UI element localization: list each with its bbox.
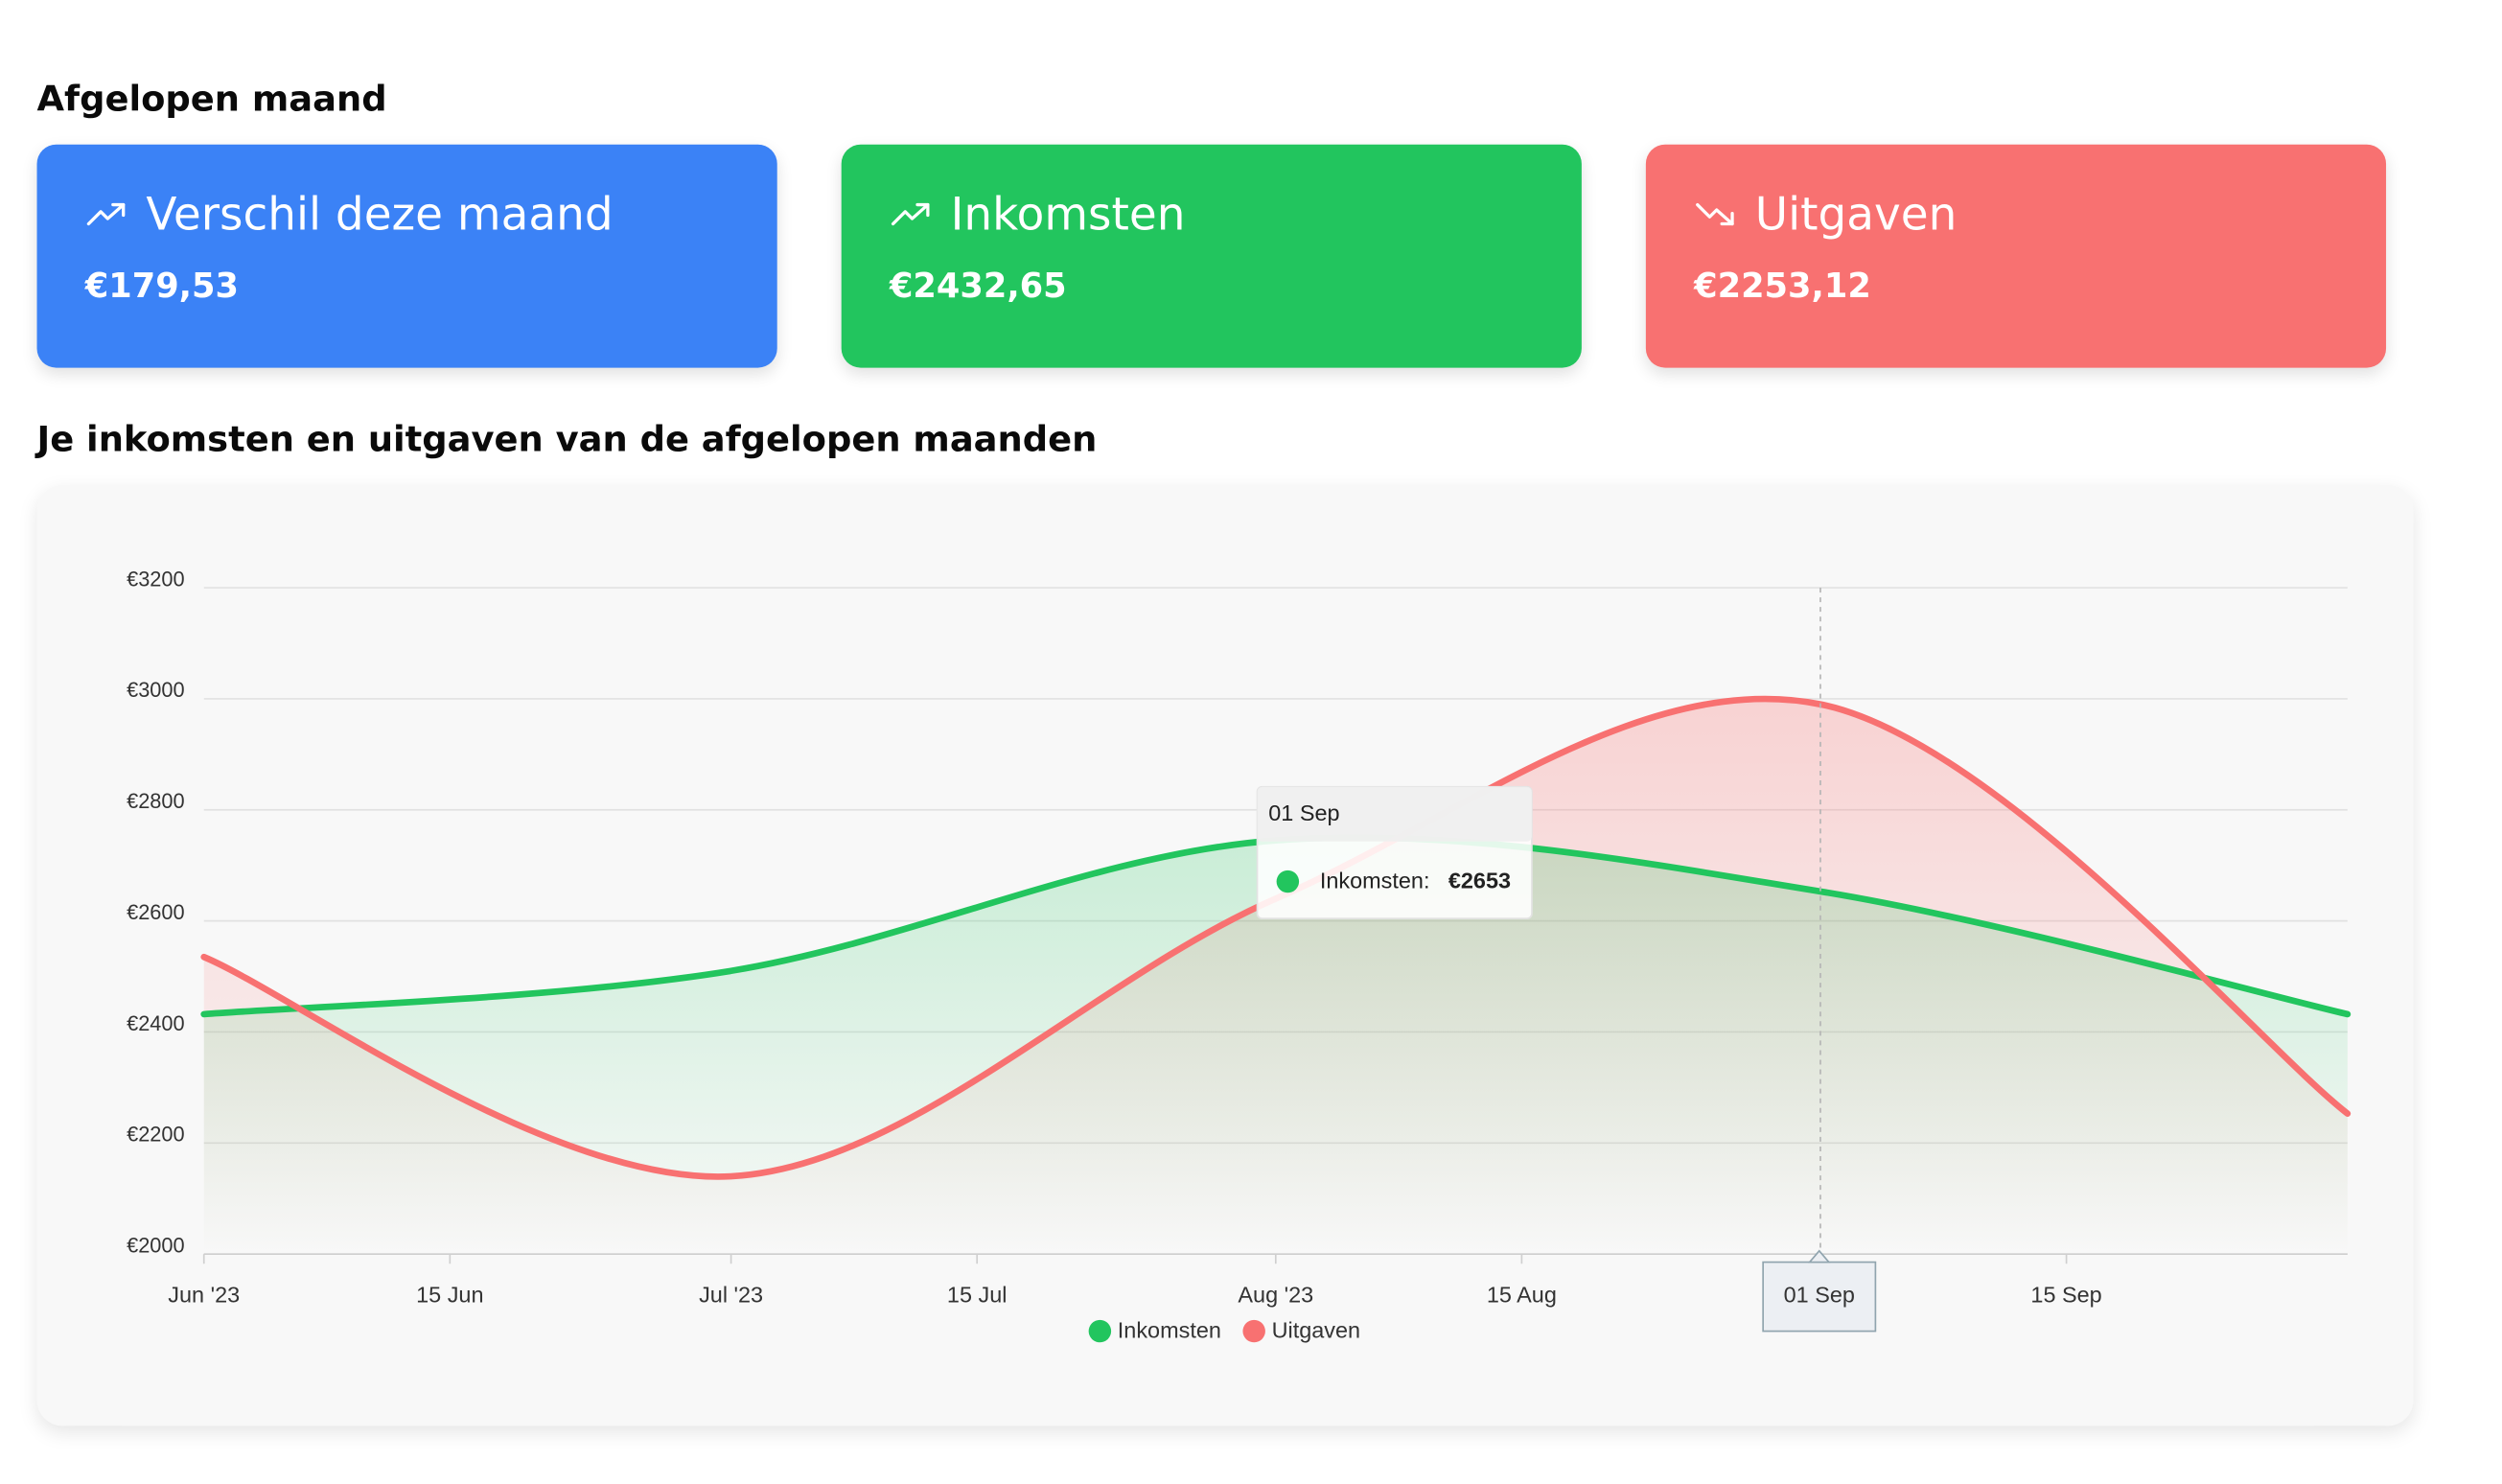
- income-card: Inkomsten €2432,65: [841, 144, 1582, 368]
- x-tick-label: Aug '23: [1238, 1282, 1313, 1307]
- y-tick-label: €2000: [127, 1234, 185, 1258]
- x-tick-label: Jun '23: [168, 1282, 240, 1307]
- trending-up-icon: [86, 202, 126, 226]
- x-tick-label: 15 Jul: [947, 1282, 1008, 1307]
- x-tick-label: 15 Sep: [2030, 1282, 2101, 1307]
- chart-card: €2000 €2200 €2400 €2600 €2800 €3000 €3200 Jun …: [36, 484, 2414, 1426]
- trending-up-icon: [891, 202, 930, 226]
- tooltip-value: €2653: [1448, 868, 1511, 893]
- income-card-value: €2432,65: [889, 267, 1067, 306]
- legend-label-uitgaven: Uitgaven: [1272, 1317, 1361, 1342]
- legend-label-inkomsten: Inkomsten: [1118, 1317, 1221, 1342]
- x-tick-label: 15 Jun: [416, 1282, 483, 1307]
- y-tick-label: €3000: [127, 678, 185, 702]
- expenses-card-title: Uitgaven: [1754, 187, 1958, 242]
- chart-heading: Je inkomsten en uitgaven van de afgelope…: [36, 420, 1098, 461]
- y-tick-label: €2600: [127, 900, 185, 924]
- tooltip-marker: [1276, 870, 1300, 893]
- area-fills: [203, 699, 2348, 1255]
- legend-marker-inkomsten: [1088, 1319, 1112, 1343]
- y-tick-label: €3200: [127, 567, 185, 591]
- area-inkomsten: [203, 837, 2348, 1255]
- chart-tooltip: 01 Sep Inkomsten: €2653: [1256, 785, 1533, 919]
- tooltip-date: 01 Sep: [1268, 800, 1339, 825]
- x-tick-label: 15 Aug: [1487, 1282, 1557, 1307]
- x-tick-label: Jul '23: [699, 1282, 763, 1307]
- legend-item-inkomsten[interactable]: Inkomsten: [1088, 1317, 1221, 1343]
- income-expenses-chart[interactable]: €2000 €2200 €2400 €2600 €2800 €3000 €3200 Jun …: [37, 485, 2414, 1426]
- y-tick-label: €2800: [127, 789, 185, 813]
- summary-heading: Afgelopen maand: [36, 80, 387, 121]
- y-axis: €2000 €2200 €2400 €2600 €2800 €3000 €3200: [127, 567, 185, 1257]
- income-card-title: Inkomsten: [950, 187, 1186, 242]
- crosshair-label: 01 Sep: [1762, 1249, 1877, 1333]
- legend: Inkomsten Uitgaven: [1088, 1317, 1361, 1343]
- x-axis: Jun '23 15 Jun Jul '23 15 Jul Aug '23 15 Aug 0…: [168, 1253, 2348, 1307]
- trending-down-icon: [1696, 202, 1734, 226]
- difference-card: Verschil deze maand €179,53: [36, 144, 777, 368]
- expenses-card: Uitgaven €2253,12: [1645, 144, 2387, 368]
- tooltip-series: Inkomsten:: [1320, 868, 1430, 893]
- y-tick-label: €2400: [127, 1011, 185, 1035]
- crosshair-label-text: 01 Sep: [1784, 1282, 1855, 1307]
- legend-item-uitgaven[interactable]: Uitgaven: [1242, 1317, 1361, 1343]
- expenses-card-value: €2253,12: [1694, 267, 1871, 306]
- legend-marker-uitgaven: [1242, 1319, 1265, 1343]
- y-tick-label: €2200: [127, 1123, 185, 1147]
- difference-card-title: Verschil deze maand: [146, 187, 614, 242]
- difference-card-value: €179,53: [84, 267, 239, 306]
